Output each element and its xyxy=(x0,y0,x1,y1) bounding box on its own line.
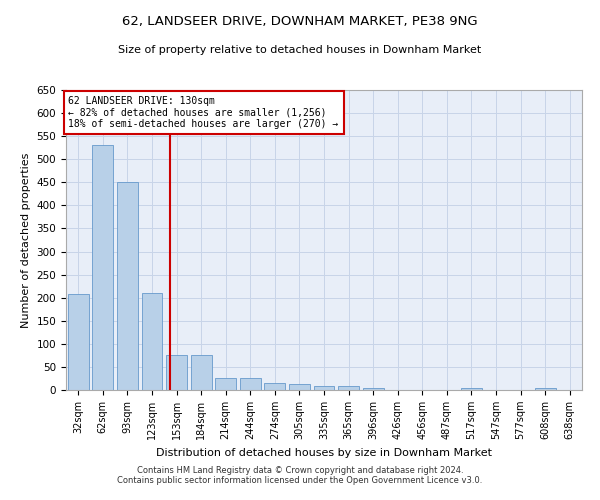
Bar xyxy=(461,388,482,390)
Bar xyxy=(92,146,113,390)
Bar xyxy=(289,384,310,390)
Bar xyxy=(142,293,163,390)
Bar xyxy=(362,388,383,390)
Bar xyxy=(166,356,187,390)
Text: 62 LANDSEER DRIVE: 130sqm
← 82% of detached houses are smaller (1,256)
18% of se: 62 LANDSEER DRIVE: 130sqm ← 82% of detac… xyxy=(68,96,339,128)
X-axis label: Distribution of detached houses by size in Downham Market: Distribution of detached houses by size … xyxy=(156,448,492,458)
Bar xyxy=(338,386,359,390)
Bar xyxy=(191,356,212,390)
Y-axis label: Number of detached properties: Number of detached properties xyxy=(21,152,31,328)
Text: Contains HM Land Registry data © Crown copyright and database right 2024.
Contai: Contains HM Land Registry data © Crown c… xyxy=(118,466,482,485)
Bar xyxy=(265,383,286,390)
Bar xyxy=(68,294,89,390)
Bar xyxy=(535,388,556,390)
Bar xyxy=(117,182,138,390)
Text: Size of property relative to detached houses in Downham Market: Size of property relative to detached ho… xyxy=(118,45,482,55)
Bar xyxy=(240,378,261,390)
Bar xyxy=(314,386,334,390)
Text: 62, LANDSEER DRIVE, DOWNHAM MARKET, PE38 9NG: 62, LANDSEER DRIVE, DOWNHAM MARKET, PE38… xyxy=(122,15,478,28)
Bar xyxy=(215,378,236,390)
